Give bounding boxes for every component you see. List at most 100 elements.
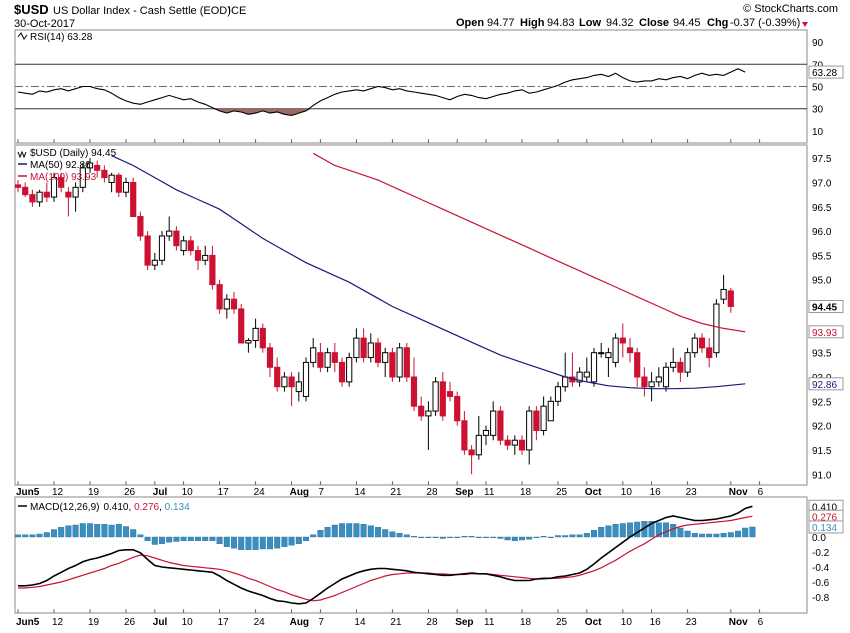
macd-hist-bar bbox=[576, 534, 583, 538]
candle-body bbox=[238, 308, 245, 344]
macd-panel-frame bbox=[14, 496, 808, 614]
candle-body bbox=[324, 352, 331, 368]
candle-body bbox=[713, 303, 720, 354]
candle-body bbox=[641, 376, 648, 388]
macd-hist-bar bbox=[425, 536, 432, 539]
candle-body bbox=[245, 340, 252, 344]
candle-body bbox=[590, 352, 598, 383]
low-value: 94.32 bbox=[606, 17, 634, 29]
macd-hist-bar bbox=[36, 533, 43, 538]
macd-hist-bar bbox=[346, 523, 353, 538]
candle-body bbox=[626, 347, 634, 354]
candle-body bbox=[36, 191, 43, 203]
macd-legend-macd: 0.410 bbox=[103, 502, 128, 513]
x-tick-label-top: Jun5 bbox=[16, 487, 40, 498]
macd-hist-bar bbox=[447, 536, 454, 539]
macd-hist-bar bbox=[252, 536, 259, 550]
candle-body bbox=[605, 352, 612, 359]
rsi-legend: RSI(14) 63.28 bbox=[17, 32, 93, 43]
candle-body bbox=[115, 174, 122, 193]
rsi-y-tick-90: 90 bbox=[812, 38, 824, 49]
macd-hist-bar bbox=[727, 532, 734, 538]
price-value-tag-bg bbox=[808, 377, 844, 391]
macd-hist-bar bbox=[533, 536, 540, 539]
candle-body bbox=[720, 288, 727, 300]
rsi-panel: 103050709063.28 bbox=[15, 38, 844, 138]
chart-name: US Dollar Index - Cash Settle (EOD) bbox=[53, 5, 231, 17]
candle-body bbox=[374, 342, 382, 363]
macd-hist-bar bbox=[209, 536, 216, 541]
candle-body bbox=[302, 361, 310, 397]
candle-body bbox=[223, 298, 230, 310]
x-tick-label-top: 24 bbox=[254, 487, 266, 498]
macd-hist-bar bbox=[202, 536, 209, 541]
macd-value-tag: 0.134 bbox=[812, 523, 837, 534]
x-tick-label-bottom: 7 bbox=[318, 617, 324, 628]
open-value: 94.77 bbox=[487, 17, 515, 29]
candle-body bbox=[58, 177, 65, 188]
high-label: High bbox=[520, 17, 545, 29]
macd-hist-bar bbox=[540, 536, 547, 538]
candle-body bbox=[648, 381, 655, 388]
candle-body bbox=[706, 347, 713, 359]
candle-body bbox=[634, 352, 641, 378]
price-y-tick: 97.0 bbox=[812, 178, 832, 189]
x-tick-label-top: 10 bbox=[182, 487, 194, 498]
x-tick-label-bottom: 14 bbox=[354, 617, 366, 628]
macd-hist-bar bbox=[72, 524, 79, 538]
macd-hist-bar bbox=[547, 536, 554, 539]
chart-symbol: $USD bbox=[14, 2, 49, 17]
high-value: 94.83 bbox=[547, 17, 575, 29]
rsi-legend-icon bbox=[17, 32, 28, 40]
candle-body bbox=[418, 405, 425, 417]
x-tick-label-top: 14 bbox=[354, 487, 366, 498]
candle-body bbox=[65, 191, 72, 198]
macd-hist-bar bbox=[14, 534, 21, 538]
candle-body bbox=[562, 376, 569, 388]
candle-body bbox=[122, 181, 130, 193]
macd-hist-bar bbox=[483, 536, 490, 539]
candle-body bbox=[367, 342, 374, 359]
macd-hist-bar bbox=[230, 536, 237, 549]
macd-legend-hist: 0.134 bbox=[165, 502, 190, 513]
candle-body bbox=[475, 434, 482, 456]
macd-hist-bar bbox=[238, 536, 245, 550]
chg-down-icon bbox=[802, 22, 808, 27]
macd-hist-bar bbox=[259, 536, 266, 550]
price-legend-text: $USD (Daily) 94.45 bbox=[30, 148, 117, 159]
macd-hist-bar bbox=[331, 524, 338, 538]
candle-body bbox=[389, 352, 396, 378]
candle-body bbox=[727, 290, 734, 307]
macd-hist-bar bbox=[375, 527, 382, 538]
macd-y-tick: -0.2 bbox=[812, 548, 830, 559]
candle-body bbox=[43, 191, 50, 198]
macd-hist-bar bbox=[562, 535, 569, 538]
macd-hist-bar bbox=[29, 534, 36, 538]
candle-body bbox=[14, 184, 22, 188]
candle-body bbox=[468, 449, 475, 456]
macd-hist-bar bbox=[288, 536, 295, 546]
macd-hist-bar bbox=[742, 527, 749, 538]
macd-hist-bar bbox=[713, 533, 720, 538]
macd-hist-bar bbox=[166, 536, 173, 543]
rsi-value-tag: 63.28 bbox=[812, 68, 837, 79]
macd-value-tag: 0.410 bbox=[812, 502, 837, 513]
macd-hist-bar bbox=[677, 527, 684, 538]
candle-body bbox=[612, 337, 619, 363]
x-tick-label-top: 16 bbox=[650, 487, 662, 498]
candle-body bbox=[194, 250, 202, 261]
price-y-tick: 92.0 bbox=[812, 422, 832, 433]
macd-hist-bar bbox=[749, 526, 756, 538]
macd-legend-prefix: MACD(12,26,9) bbox=[30, 502, 99, 513]
x-tick-label-bottom: 16 bbox=[650, 617, 662, 628]
price-y-tick: 96.5 bbox=[812, 203, 832, 214]
ma50-legend-text: MA(50) 92.86 bbox=[30, 160, 91, 171]
candle-body bbox=[540, 405, 547, 432]
macd-hist-bar bbox=[339, 523, 346, 538]
macd-legend-sep-2: , bbox=[159, 502, 165, 513]
macd-value-tag: 0.276 bbox=[812, 512, 837, 523]
candle-body bbox=[259, 327, 266, 349]
macd-hist-bar bbox=[403, 534, 410, 538]
candle-body bbox=[497, 410, 504, 441]
macd-hist-bar bbox=[310, 534, 317, 538]
